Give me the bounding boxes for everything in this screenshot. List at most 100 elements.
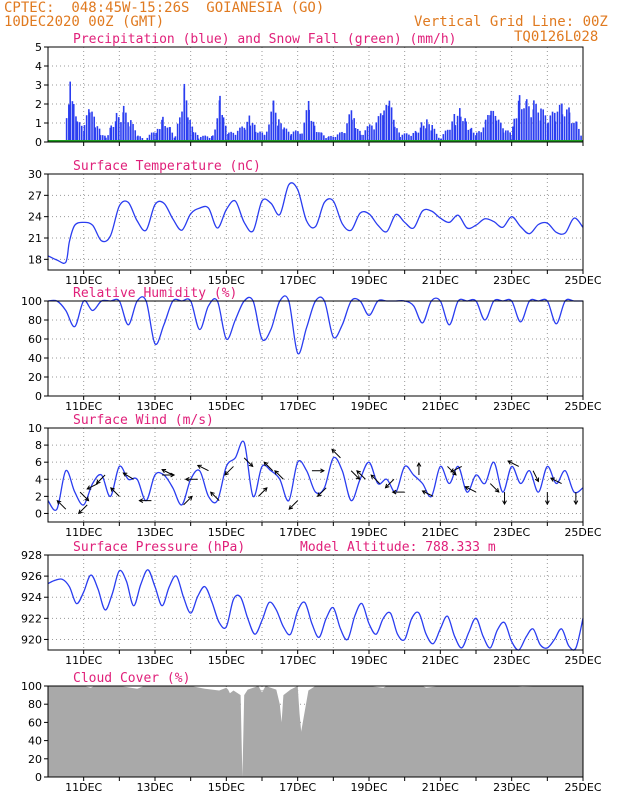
wind-vector-head: [573, 500, 579, 506]
precip-bar: [489, 115, 491, 142]
x-tick-label: 13DEC: [136, 526, 173, 539]
precip-bar: [388, 100, 391, 142]
precip-bar: [451, 121, 453, 142]
precip-bar: [568, 112, 571, 142]
y-tick-label: 924: [21, 591, 42, 604]
precip-bar: [393, 126, 396, 142]
y-tick-label: 21: [28, 232, 42, 245]
precip-bar: [396, 128, 398, 142]
precip-bar: [251, 122, 254, 142]
precip-bar: [219, 95, 221, 142]
y-tick-label: 4: [35, 60, 42, 73]
precip-bar: [104, 135, 106, 142]
precip-bar: [351, 119, 353, 142]
y-tick-label: 0: [35, 390, 42, 403]
wind-vector-head: [370, 474, 376, 480]
precip-bar: [563, 116, 566, 142]
precip-bar: [75, 116, 77, 142]
x-tick-label: 23DEC: [493, 400, 530, 413]
precip-bar: [174, 136, 177, 142]
precip-bar: [422, 125, 425, 142]
precip-bar: [373, 129, 375, 142]
precip-bar: [393, 119, 395, 142]
x-tick-label: 23DEC: [493, 654, 530, 667]
precip-bar: [459, 116, 462, 142]
precip-bar: [570, 123, 573, 142]
x-tick-label: 23DEC: [493, 274, 530, 287]
wind-vector-head: [320, 468, 325, 474]
y-tick-label: 6: [35, 456, 42, 469]
precip-bar: [278, 119, 280, 142]
precip-bar: [232, 132, 235, 142]
precip-bar: [183, 83, 186, 142]
x-tick-label: 25DEC: [564, 781, 601, 794]
precip-bar: [107, 135, 109, 142]
precip-bar: [540, 108, 542, 142]
precip-bar: [446, 129, 449, 142]
precip-bar: [566, 109, 568, 142]
precip-bar: [390, 107, 393, 142]
precip-bar: [130, 120, 132, 142]
y-tick-label: 40: [28, 352, 42, 365]
precip-bar: [202, 135, 204, 142]
precip-bar: [515, 118, 518, 142]
wind-vector-head: [224, 470, 229, 476]
wind-vector-head: [263, 461, 269, 467]
precip-bar: [415, 132, 417, 142]
precip-bar: [241, 126, 243, 142]
y-tick-label: 0: [35, 507, 42, 520]
precip-bar: [327, 136, 330, 142]
precip-bar: [189, 119, 191, 142]
precip-bar: [204, 135, 206, 142]
precip-bar: [127, 122, 129, 142]
wind-vector-head: [355, 475, 361, 480]
y-tick-label: 922: [21, 612, 42, 625]
wind-vector-head: [86, 485, 92, 490]
precip-bar: [487, 115, 489, 142]
precip-bar: [368, 124, 371, 142]
precip-bar: [465, 121, 467, 142]
precip-bar: [323, 135, 325, 142]
x-tick-label: 21DEC: [422, 654, 459, 667]
precip-bar: [164, 126, 166, 142]
precip-bar: [399, 136, 401, 142]
precip-bar: [166, 127, 169, 142]
precip-bar: [371, 125, 373, 142]
precip-bar: [549, 115, 552, 142]
wind-vector: [331, 449, 341, 459]
x-tick-label: 15DEC: [208, 274, 245, 287]
precip-bar: [265, 131, 268, 142]
precip-bar: [401, 134, 404, 142]
precip-bar: [132, 124, 134, 142]
precip-bar: [346, 123, 348, 142]
wind-vector: [507, 460, 520, 467]
precip-bar: [310, 120, 313, 142]
wind-vector: [263, 461, 274, 472]
precip-bar: [494, 115, 497, 142]
precip-bar: [420, 122, 423, 142]
pres-line: [47, 569, 584, 651]
precip-bar: [155, 132, 157, 142]
wind-vector-head: [549, 477, 555, 482]
precip-bar: [334, 136, 337, 142]
precip-bar: [353, 118, 355, 142]
precip-bar: [196, 134, 199, 142]
precip-bar: [362, 134, 364, 142]
y-tick-label: 4: [35, 473, 42, 486]
wind-vector-head: [494, 488, 500, 493]
precip-bar: [558, 104, 561, 142]
x-tick-label: 11DEC: [65, 400, 102, 413]
x-tick-label: 17DEC: [279, 781, 316, 794]
precip-bar: [464, 118, 466, 142]
x-tick-label: 19DEC: [350, 654, 387, 667]
precip-bar: [228, 132, 230, 142]
precip-bar: [98, 128, 101, 142]
precip-bar: [354, 128, 357, 142]
precip-bar: [475, 135, 477, 142]
precip-bar: [261, 132, 264, 142]
wind-vector-head: [450, 468, 456, 473]
precip-bar: [523, 108, 525, 142]
precip-bar: [176, 123, 179, 142]
precip-bar: [282, 129, 285, 142]
precip-bar: [148, 134, 151, 142]
